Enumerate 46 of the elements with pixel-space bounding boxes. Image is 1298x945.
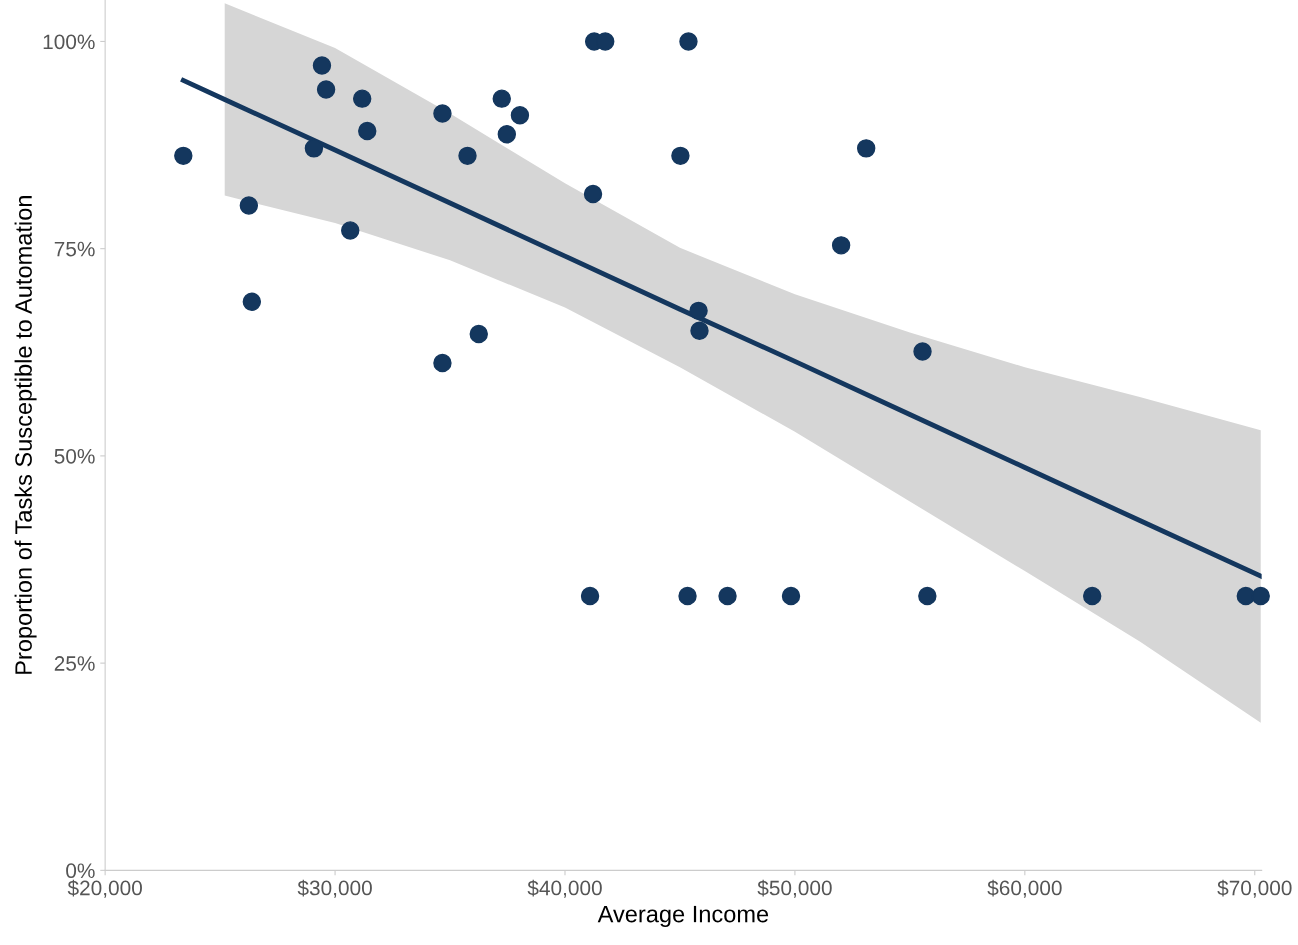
point xyxy=(583,184,603,204)
y-axis-title: Proportion of Tasks Susceptible to Automation xyxy=(14,196,37,674)
point xyxy=(718,586,737,606)
point xyxy=(690,321,709,340)
point xyxy=(174,146,193,166)
point xyxy=(497,125,517,144)
point xyxy=(304,139,324,158)
point xyxy=(1251,586,1270,606)
point xyxy=(239,196,259,215)
point xyxy=(671,146,690,166)
point xyxy=(918,586,937,606)
point xyxy=(316,80,336,99)
x-tick-label: $70,000 xyxy=(1217,879,1292,898)
x-tick-label: $20,000 xyxy=(67,879,142,898)
x-tick-label: $50,000 xyxy=(757,879,832,898)
point xyxy=(1083,586,1102,606)
point xyxy=(689,301,708,321)
point xyxy=(433,353,452,373)
x-tick-label: $60,000 xyxy=(987,879,1062,898)
y-tick-label: 100% xyxy=(43,34,95,50)
point xyxy=(312,56,332,75)
point xyxy=(510,106,530,125)
point xyxy=(458,146,477,166)
point xyxy=(352,89,372,108)
point xyxy=(678,586,697,606)
point xyxy=(679,32,698,51)
y-tick-label: 0% xyxy=(66,863,95,879)
point xyxy=(831,236,851,255)
point xyxy=(492,89,511,108)
point xyxy=(1236,586,1255,606)
x-tick-label: $30,000 xyxy=(297,879,372,898)
point xyxy=(913,342,932,361)
line-series xyxy=(180,77,1262,579)
point xyxy=(433,104,452,123)
point xyxy=(358,121,377,141)
point xyxy=(341,221,360,240)
x-axis-title: Average Income xyxy=(597,905,769,928)
point xyxy=(469,324,488,344)
point xyxy=(242,292,262,311)
y-tick-label: 75% xyxy=(54,241,95,257)
x-tick-label: $40,000 xyxy=(527,879,602,898)
point xyxy=(781,586,801,606)
y-tick-label: 50% xyxy=(54,448,95,464)
point xyxy=(580,586,600,606)
point xyxy=(856,139,876,158)
y-tick-label: 25% xyxy=(54,656,95,671)
